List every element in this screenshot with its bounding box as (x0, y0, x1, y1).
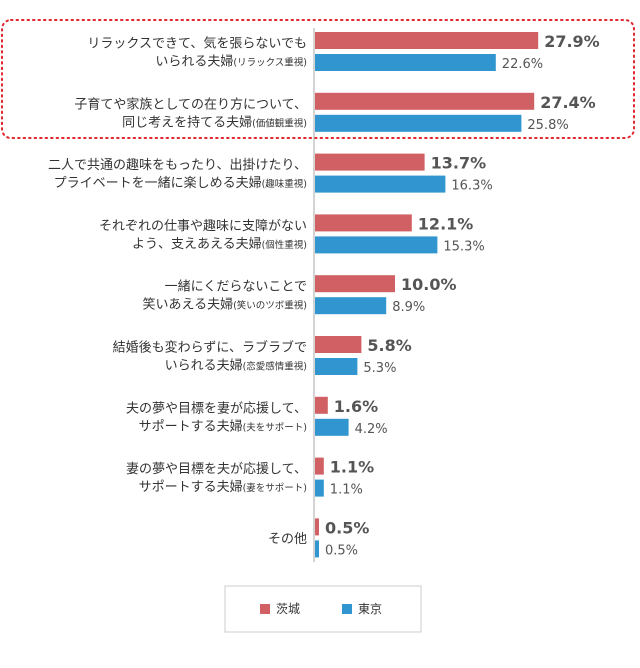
bar-ibaraki (315, 214, 412, 232)
category-label: 子育てや家族としての在り方について、 (74, 96, 307, 112)
data-label-tokyo: 22.6% (502, 57, 543, 72)
bar-tokyo (315, 54, 496, 71)
bar-tokyo (315, 175, 446, 193)
legend-swatch-tokyo (342, 604, 352, 614)
bar-tokyo (315, 114, 522, 132)
data-label-ibaraki: 13.7% (431, 154, 487, 173)
data-label-ibaraki: 0.5% (325, 518, 369, 537)
bar-ibaraki (315, 518, 319, 536)
bar-ibaraki (315, 32, 539, 49)
bar-tokyo (315, 418, 349, 436)
category-label: リラックスできて、気を張らないでも (87, 36, 307, 52)
bar-ibaraki (315, 336, 362, 353)
category-label: 夫の夢や目標を妻が応援して、 (126, 401, 307, 416)
category-label: サポートする夫婦(妻をサポート) (139, 479, 307, 495)
category-label: サポートする夫婦(夫をサポート) (139, 418, 307, 434)
category-label: いられる夫婦(リラックス重視) (155, 54, 307, 70)
category-label: いられる夫婦(恋愛感情重視) (165, 358, 307, 374)
data-label-tokyo: 0.5% (325, 543, 358, 558)
data-label-tokyo: 4.2% (355, 422, 388, 437)
category-label: 結婚後も変わらずに、ラブラブで (113, 340, 307, 356)
highlight-box (1, 19, 635, 139)
bar-tokyo (315, 358, 358, 375)
data-label-tokyo: 15.3% (443, 239, 484, 254)
bar-tokyo (315, 479, 324, 497)
legend-box (224, 585, 422, 633)
category-label: プライベートを一緒に楽しめる夫婦(趣味重視) (54, 175, 307, 191)
category-label: その他 (268, 532, 307, 547)
data-label-ibaraki: 5.8% (367, 336, 411, 355)
bar-tokyo (315, 540, 319, 558)
bar-ibaraki (315, 457, 324, 475)
category-label: 二人で共通の趣味をもったり、出掛けたり、 (48, 158, 307, 173)
bar-ibaraki (315, 92, 535, 110)
category-label: 笑いあえる夫婦(笑いのツボ重視) (142, 297, 307, 313)
legend: 茨城 東京 (224, 585, 422, 633)
category-label: 妻の夢や目標を夫が応援して、 (126, 462, 307, 477)
category-label: それぞれの仕事や趣味に支障がない (99, 219, 307, 234)
data-label-ibaraki: 27.4% (540, 93, 596, 112)
data-label-ibaraki: 10.0% (401, 275, 457, 294)
data-label-tokyo: 25.8% (527, 118, 568, 133)
data-label-tokyo: 8.9% (392, 300, 425, 315)
data-label-tokyo: 16.3% (451, 179, 492, 194)
legend-swatch-ibaraki (260, 604, 270, 614)
category-label: 一緒にくだらないことで (165, 280, 307, 295)
data-label-tokyo: 1.1% (330, 483, 363, 498)
data-label-ibaraki: 1.1% (330, 458, 374, 477)
bar-tokyo (315, 297, 387, 315)
category-label: 同じ考えを持てる夫婦(価値観重視) (122, 114, 307, 130)
bar-ibaraki (315, 396, 328, 414)
legend-label-ibaraki: 茨城 (276, 602, 300, 616)
bar-ibaraki (315, 275, 395, 293)
data-label-ibaraki: 12.1% (418, 214, 474, 233)
data-label-ibaraki: 1.6% (334, 397, 378, 416)
category-label: よう、支えあえる夫婦(個性重視) (132, 236, 307, 252)
bar-tokyo (315, 236, 438, 254)
bar-ibaraki (315, 153, 425, 171)
data-label-ibaraki: 27.9% (544, 32, 600, 51)
legend-label-tokyo: 東京 (358, 602, 382, 616)
data-label-tokyo: 5.3% (363, 361, 396, 376)
